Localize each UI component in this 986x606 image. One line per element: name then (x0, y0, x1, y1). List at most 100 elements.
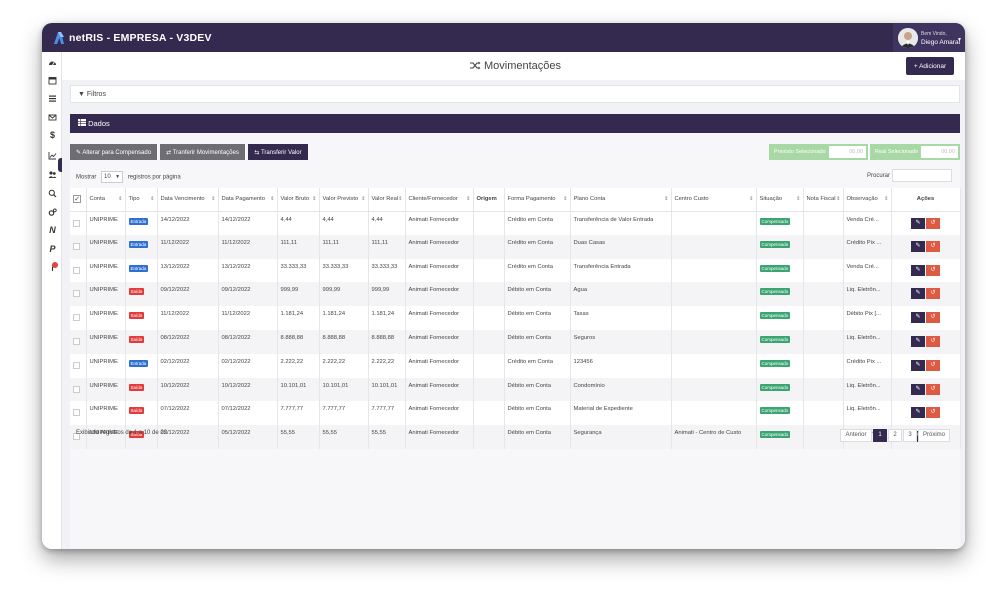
select-all-checkbox[interactable]: ✓ (70, 188, 87, 212)
search-icon[interactable] (48, 189, 57, 198)
col-tipo[interactable]: Tipo ⇕ (125, 188, 158, 212)
pagination-next[interactable]: Próximo (918, 429, 950, 442)
conta-text: UNIPRIME (89, 287, 118, 294)
pag-text: 02/12/2022 (221, 358, 251, 365)
undo-icon[interactable]: ↺ (926, 407, 940, 419)
row-checkbox[interactable] (73, 314, 80, 322)
pagination-page-1[interactable]: 1 (873, 429, 887, 442)
undo-icon[interactable]: ↺ (926, 383, 940, 395)
row-actions: ✎↺ (891, 282, 961, 307)
transferir-movimentacoes-button[interactable]: ⇄ Tranferir Movimentações (160, 144, 245, 160)
edit-icon[interactable]: ✎ (911, 264, 925, 276)
table-row[interactable]: UNIPRIME Entrada 02/12/2022 02/12/2022 2.222… (70, 353, 961, 378)
col-observacao[interactable]: Observação ⇕ (843, 188, 892, 212)
table-row[interactable]: UNIPRIME Saída 09/12/2022 09/12/2022 999,99 9… (70, 282, 961, 307)
cell-real: 10.101,01 (368, 377, 406, 402)
plano-text: Agua (573, 287, 588, 294)
status-badge: Compensado (759, 359, 791, 367)
chart-icon[interactable] (48, 151, 57, 160)
table-row[interactable]: UNIPRIME Saída 07/12/2022 07/12/2022 7.777,7… (70, 401, 961, 426)
col-plano-conta[interactable]: Plano Conta ⇕ (570, 188, 672, 212)
undo-icon[interactable]: ↺ (926, 217, 940, 229)
cell-centro (671, 234, 757, 259)
edit-icon[interactable]: ✎ (911, 217, 925, 229)
cell-real: 7.777,77 (368, 401, 406, 426)
row-checkbox[interactable] (73, 385, 80, 393)
cell-situacao: Compensado (756, 211, 804, 235)
dollar-icon[interactable]: $ (49, 130, 55, 140)
edit-icon[interactable]: ✎ (911, 407, 925, 419)
search-input[interactable] (892, 169, 952, 182)
row-checkbox[interactable] (73, 290, 80, 298)
col-nota-fiscal[interactable]: Nota Fiscal ⇕ (803, 188, 844, 212)
col-data-vencimento[interactable]: Data Vencimento ⇕ (157, 188, 219, 212)
undo-icon[interactable]: ↺ (926, 264, 940, 276)
col-centro-custo[interactable]: Centro Custo ⇕ (671, 188, 757, 212)
col-data-pagamento[interactable]: Data Pagamento ⇕ (218, 188, 278, 212)
col-valor-previsto[interactable]: Valor Previsto ⇕ (319, 188, 369, 212)
edit-icon[interactable]: ✎ (911, 240, 925, 252)
table-row[interactable]: UNIPRIME Saída 08/12/2022 08/12/2022 8.888,8… (70, 329, 961, 354)
row-checkbox[interactable] (73, 266, 80, 274)
cell-venc: 05/12/2022 (157, 425, 219, 449)
dashboard-icon[interactable] (48, 58, 57, 67)
cell-situacao: Compensado (756, 258, 804, 283)
edit-icon[interactable]: ✎ (911, 335, 925, 347)
row-checkbox[interactable] (73, 409, 80, 417)
col-valor-bruto[interactable]: Valor Bruto ⇕ (277, 188, 320, 212)
cell-cliente: Animati Fornecedor (405, 211, 474, 235)
cell-previsto: 4,44 (319, 211, 369, 235)
table-row[interactable]: UNIPRIME Entrada 11/12/2022 11/12/2022 111,1… (70, 234, 961, 259)
undo-icon[interactable]: ↺ (926, 335, 940, 347)
pagination-page-3[interactable]: 3 (903, 429, 917, 442)
page-title-text: Movimentações (484, 60, 562, 72)
mail-icon[interactable] (48, 113, 57, 122)
edit-icon[interactable]: ✎ (911, 383, 925, 395)
list-icon[interactable] (48, 94, 57, 103)
undo-icon[interactable]: ↺ (926, 359, 940, 371)
calendar-icon[interactable] (48, 76, 57, 85)
row-checkbox[interactable] (73, 433, 80, 441)
col-origem[interactable]: Origem (473, 188, 505, 212)
table-row[interactable]: UNIPRIME Entrada 14/12/2022 14/12/2022 4,44 4… (70, 211, 961, 235)
status-badge: Compensado (759, 312, 791, 320)
row-checkbox[interactable] (73, 337, 80, 345)
info-icon[interactable]: i (51, 264, 54, 273)
table-row[interactable]: UNIPRIME Saída 11/12/2022 11/12/2022 1.181,2… (70, 306, 961, 330)
page-size-select[interactable]: 10 ▼ (101, 171, 124, 183)
col-conta[interactable]: Conta ⇕ (86, 188, 126, 212)
n-icon[interactable]: N (49, 225, 56, 235)
pagination-prev[interactable]: Anterior (840, 429, 872, 442)
user-menu[interactable]: Bem Vindo, Diego Amaral ▼ (893, 23, 965, 52)
edit-icon[interactable]: ✎ (911, 312, 925, 324)
undo-icon[interactable]: ↺ (926, 240, 940, 252)
row-checkbox[interactable] (73, 219, 80, 227)
table-row[interactable]: UNIPRIME Entrada 13/12/2022 13/12/2022 33.33… (70, 258, 961, 283)
col-forma-pagamento[interactable]: Forma Pagamento ⇕ (504, 188, 571, 212)
p-icon[interactable]: P (49, 244, 56, 254)
edit-icon[interactable]: ✎ (911, 359, 925, 371)
cell-centro (671, 282, 757, 307)
undo-icon[interactable]: ↺ (926, 288, 940, 300)
cliente-text: Animati Fornecedor (408, 334, 460, 341)
row-checkbox[interactable] (73, 242, 80, 250)
edit-icon[interactable]: ✎ (911, 288, 925, 300)
table-row[interactable]: UNIPRIME Saída 05/12/2022 05/12/2022 55,55 55… (70, 425, 961, 449)
transferir-valor-button[interactable]: ⇆ Transferir Valor (248, 144, 308, 160)
add-button[interactable]: + Adicionar (906, 57, 954, 75)
filters-bar[interactable]: ▼ Filtros (70, 85, 960, 103)
settings-icon[interactable] (48, 208, 57, 217)
cell-obs: Liq. Eletrôn... (843, 282, 892, 307)
alterar-compensado-button[interactable]: ✎ Alterar para Compensado (70, 144, 157, 160)
col-valor-real[interactable]: Valor Real ⇕ (368, 188, 406, 212)
undo-icon[interactable]: ↺ (926, 312, 940, 324)
row-checkbox[interactable] (73, 361, 80, 369)
col-situacao[interactable]: Situação ⇕ (756, 188, 804, 212)
forma-text: Débito em Conta (507, 406, 552, 413)
pagination-page-2[interactable]: 2 (888, 429, 902, 442)
cliente-text: Animati Fornecedor (408, 239, 460, 246)
people-icon[interactable] (48, 170, 57, 179)
pag-text: 08/12/2022 (221, 334, 251, 341)
table-row[interactable]: UNIPRIME Saída 10/12/2022 10/12/2022 10.101,… (70, 377, 961, 402)
col-cliente-fornecedor[interactable]: Cliente/Fornecedor ⇕ (405, 188, 474, 212)
